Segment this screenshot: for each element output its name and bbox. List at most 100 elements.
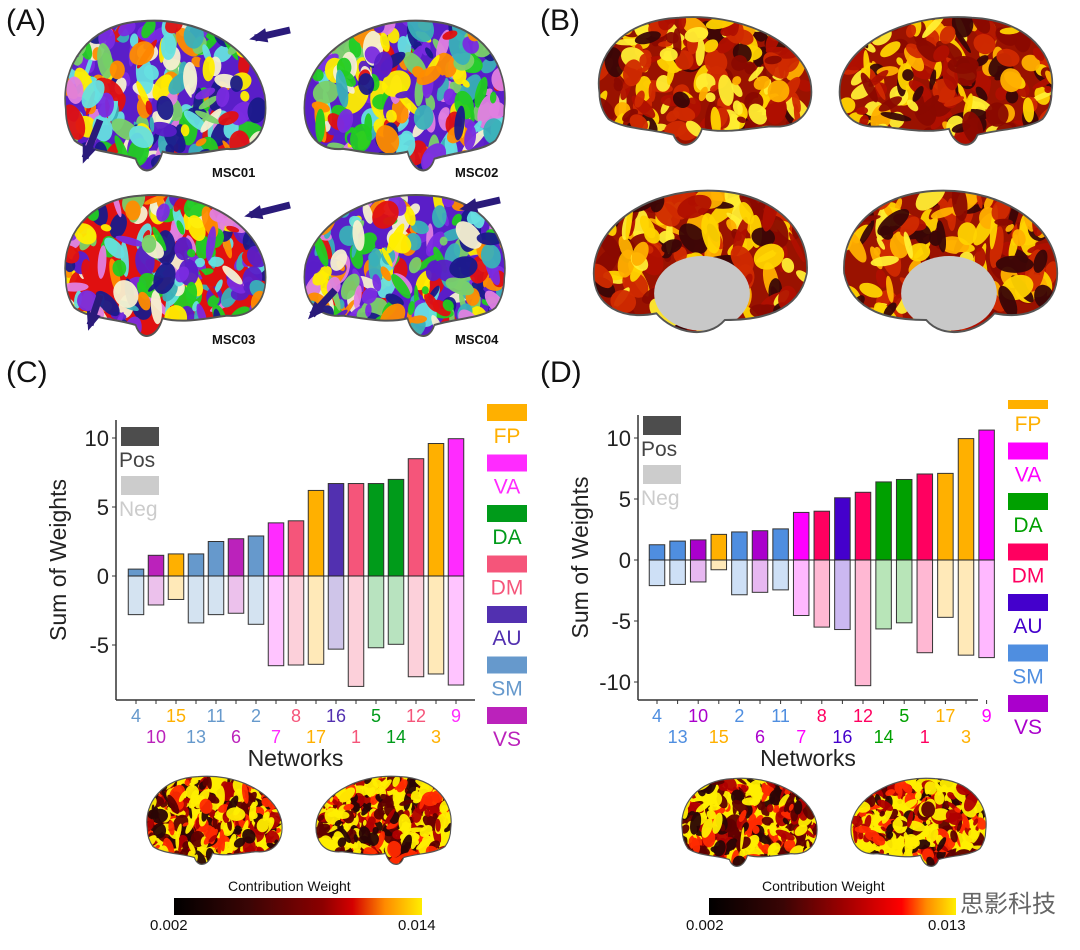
legend-swatch-fp: [1008, 400, 1048, 409]
legend-label-va: VA: [494, 476, 520, 499]
bar-neg: [731, 559, 748, 596]
colorbar-title: Contribution Weight: [228, 878, 351, 894]
x-tick-label: 3: [431, 727, 441, 747]
bar-neg: [427, 575, 445, 675]
legend-label-da: DA: [492, 526, 521, 549]
x-tick-label: 17: [306, 727, 326, 747]
x-tick-label: 14: [386, 727, 406, 747]
bar-neg: [689, 559, 707, 583]
x-tick-label: 4: [652, 706, 662, 726]
watermark: 思影科技: [960, 891, 1056, 918]
legend-swatch-da: [1008, 493, 1048, 510]
arrow-icon: [244, 201, 291, 220]
bar-neg: [751, 559, 769, 593]
legend-label-dm: DM: [491, 577, 524, 600]
legend-swatch-pos: [643, 416, 681, 435]
brain-surface: [597, 16, 813, 146]
arrow-icon: [86, 293, 104, 331]
panel-label-c: (C): [6, 356, 48, 389]
bar-pos: [731, 531, 748, 561]
legend-label-pos: Pos: [641, 438, 677, 461]
bar-neg: [792, 559, 810, 617]
bar-pos: [407, 458, 425, 577]
x-tick-label: 16: [326, 706, 346, 726]
brain-surface: [64, 194, 267, 337]
x-tick-label: 1: [920, 727, 930, 747]
bar-pos: [772, 528, 789, 561]
bar-neg: [875, 559, 892, 630]
x-tick-label: 11: [771, 706, 790, 726]
bar-pos: [792, 511, 810, 561]
colorbar: [709, 898, 956, 915]
brain-surface: [303, 194, 506, 337]
x-tick-label: 4: [131, 706, 141, 726]
x-tick-label: 11: [207, 706, 226, 726]
legend-swatch-neg: [121, 476, 159, 495]
brain-surface: [315, 775, 452, 865]
colorbar-min: 0.002: [686, 917, 724, 934]
legend-label-fp: FP: [1015, 413, 1042, 436]
bar-pos: [327, 483, 345, 577]
legend-label-va: VA: [1015, 464, 1041, 487]
bar-neg: [167, 575, 185, 600]
legend-label-da: DA: [1013, 514, 1042, 537]
x-tick-label: 2: [734, 706, 744, 726]
x-tick-label: 6: [231, 727, 241, 747]
x-tick-label: 5: [371, 706, 381, 726]
x-tick-label: 13: [186, 727, 206, 747]
y-axis-label: Sum of Weights: [45, 479, 71, 641]
bar-neg: [669, 559, 686, 585]
brain-surface: [838, 16, 1054, 146]
arrow-icon: [249, 26, 291, 43]
bar-neg: [648, 559, 666, 587]
bar-neg: [307, 575, 325, 665]
bar-pos: [834, 497, 851, 561]
brain-surface: [681, 777, 818, 867]
legend-swatch-fp: [487, 404, 527, 421]
legend-label-au: AU: [492, 627, 521, 650]
y-tick-label: -5: [89, 633, 109, 658]
x-tick-label: 5: [899, 706, 909, 726]
x-tick-label: 15: [709, 727, 729, 747]
legend-label-au: AU: [1013, 615, 1042, 638]
legend-swatch-au: [487, 606, 527, 623]
subject-label: MSC03: [212, 332, 256, 347]
bar-neg: [895, 559, 913, 624]
brain-surface: [303, 19, 506, 172]
x-axis-label: Networks: [760, 745, 856, 771]
bar-neg: [834, 559, 851, 631]
brain-surface: [843, 189, 1059, 334]
legend-swatch-va: [1008, 442, 1048, 460]
x-tick-label: 12: [406, 706, 426, 726]
y-tick-label: -5: [611, 609, 631, 634]
legend-swatch-da: [487, 505, 527, 522]
bar-neg: [147, 575, 165, 606]
bar-pos: [957, 438, 975, 561]
x-tick-label: 2: [251, 706, 261, 726]
bar-pos: [307, 489, 325, 577]
x-tick-label: 7: [796, 727, 806, 747]
legend-label-neg: Neg: [641, 487, 680, 510]
legend-label-fp: FP: [494, 425, 521, 448]
bar-neg: [127, 575, 145, 616]
bar-pos: [147, 554, 165, 577]
bar-pos: [167, 553, 185, 577]
bar-neg: [772, 559, 789, 591]
x-axis-label: Networks: [248, 745, 344, 771]
legend-label-sm: SM: [1012, 666, 1044, 689]
legend-swatch-dm: [487, 555, 527, 573]
colorbar-max: 0.013: [928, 917, 966, 934]
y-tick-label: 0: [97, 564, 109, 589]
bar-pos: [347, 483, 365, 577]
bar-pos: [669, 540, 686, 561]
x-tick-label: 7: [271, 727, 281, 747]
panel-label-d: (D): [540, 356, 582, 389]
subject-label: MSC02: [455, 165, 499, 180]
bar-neg: [447, 575, 465, 686]
bar-pos: [854, 491, 872, 561]
bar-pos: [207, 541, 225, 577]
bar-neg: [813, 559, 831, 628]
bar-neg: [957, 559, 975, 656]
y-tick-label: 5: [97, 495, 109, 520]
legend-label-pos: Pos: [119, 449, 155, 472]
